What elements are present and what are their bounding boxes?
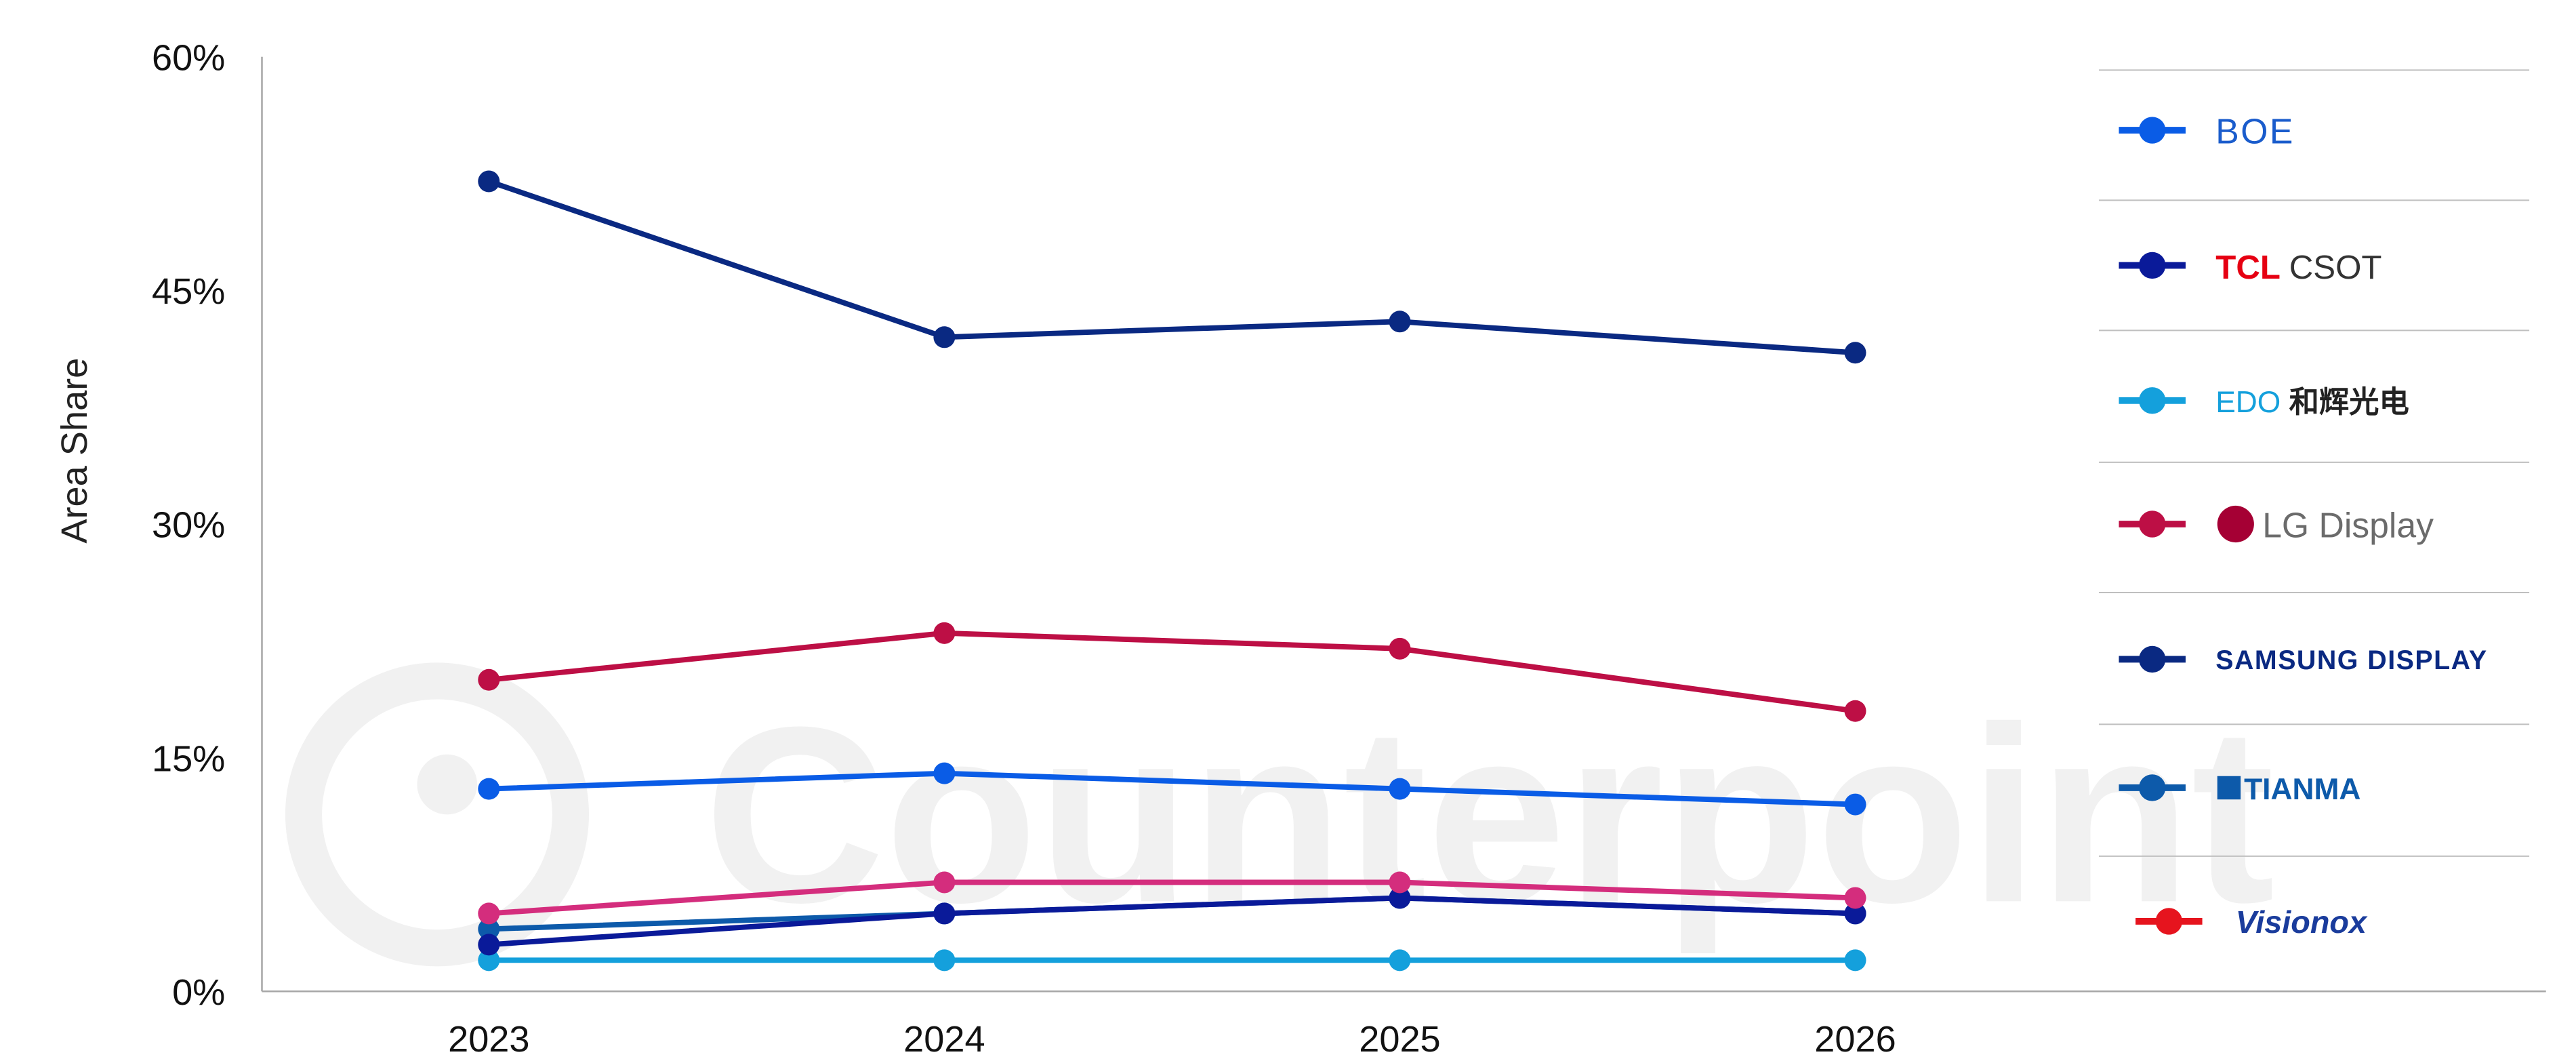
data-point — [1389, 871, 1411, 894]
data-point — [478, 668, 500, 691]
legend-label: LG Display — [2262, 506, 2434, 545]
legend-item: LG Display — [2119, 506, 2434, 545]
watermark: Counterpoint — [285, 662, 2275, 967]
data-point — [478, 934, 500, 956]
series-samsung-display — [478, 170, 1866, 364]
y-tick-label: 15% — [152, 738, 225, 779]
series-line — [489, 879, 1856, 917]
data-point — [478, 170, 500, 193]
legend-swatch-marker — [2139, 252, 2166, 279]
lg-logo-icon — [2217, 505, 2254, 543]
legend-swatch-marker — [2139, 645, 2166, 673]
legend-label: SAMSUNG DISPLAY — [2215, 645, 2487, 675]
chart-axes: Area Share — [54, 56, 2546, 993]
legend-label: BOE — [2215, 112, 2295, 151]
data-point — [1389, 311, 1411, 333]
watermark-text: Counterpoint — [704, 675, 2275, 956]
legend-swatch-marker — [2139, 117, 2166, 144]
series-boe — [478, 762, 1866, 816]
data-point — [933, 871, 956, 894]
y-tick-label: 30% — [152, 505, 225, 546]
data-point — [1844, 902, 1866, 925]
legend-item: TCL CSOT — [2119, 249, 2381, 286]
legend-item: EDO 和辉光电 — [2119, 386, 2409, 419]
data-point — [478, 778, 500, 800]
legend-swatch-marker — [2155, 908, 2183, 935]
series-lg-display — [478, 622, 1866, 722]
legend-swatch-marker — [2139, 511, 2166, 538]
series-unlabeled-pink — [478, 871, 1866, 925]
data-point — [933, 622, 956, 644]
watermark-logo-dot — [417, 754, 478, 815]
data-point — [1844, 887, 1866, 909]
legend-item: BOE — [2119, 112, 2295, 151]
x-tick-label: 2023 — [448, 1019, 529, 1060]
series-edo — [478, 949, 1866, 972]
data-point — [1844, 793, 1866, 816]
data-point — [1389, 637, 1411, 660]
data-point — [478, 902, 500, 925]
legend-item: TIANMA — [2119, 773, 2360, 806]
legend-label: TIANMA — [2244, 773, 2360, 806]
x-axis-ticks: 2023 2024 2025 2026 — [448, 1019, 1896, 1060]
data-point — [933, 762, 956, 784]
series-line — [488, 630, 1856, 714]
watermark-logo-ring — [285, 662, 590, 967]
data-point — [1389, 949, 1411, 972]
series-line — [489, 770, 1856, 807]
legend-swatch-marker — [2139, 774, 2166, 801]
x-tick-label: 2025 — [1359, 1019, 1440, 1060]
tianma-logo-icon — [2217, 776, 2241, 800]
data-point — [1844, 949, 1866, 972]
legend-label: TCL CSOT — [2215, 249, 2381, 286]
y-axis-ticks: 0% 15% 30% 45% 60% — [152, 37, 225, 1013]
y-axis-label: Area Share — [54, 358, 95, 544]
y-tick-label: 45% — [152, 271, 225, 312]
data-point — [933, 902, 956, 925]
data-point — [933, 949, 956, 972]
legend-item: SAMSUNG DISPLAY — [2119, 645, 2487, 675]
series-tcl-csot — [478, 887, 1866, 956]
y-tick-label: 0% — [172, 972, 225, 1013]
legend-label: EDO 和辉光电 — [2215, 386, 2409, 419]
legend-swatch-marker — [2139, 387, 2166, 414]
data-point — [1844, 700, 1866, 722]
data-point — [478, 918, 500, 940]
legend-label: Visionox — [2236, 904, 2368, 940]
x-tick-label: 2026 — [1814, 1019, 1896, 1060]
series-lines — [478, 170, 1866, 972]
data-point — [933, 326, 956, 348]
x-tick-label: 2024 — [903, 1019, 985, 1060]
series-line — [489, 895, 1856, 948]
legend-item: Visionox — [2135, 904, 2368, 940]
legend: BOE TCL CSOT EDO 和辉光电 LG Display SAMSUNG DIS… — [2098, 69, 2530, 940]
series-line — [488, 178, 1856, 356]
data-point — [1389, 778, 1411, 800]
data-point — [1844, 342, 1866, 364]
data-point — [478, 949, 500, 972]
y-tick-label: 60% — [152, 37, 225, 78]
data-point — [1389, 887, 1411, 909]
